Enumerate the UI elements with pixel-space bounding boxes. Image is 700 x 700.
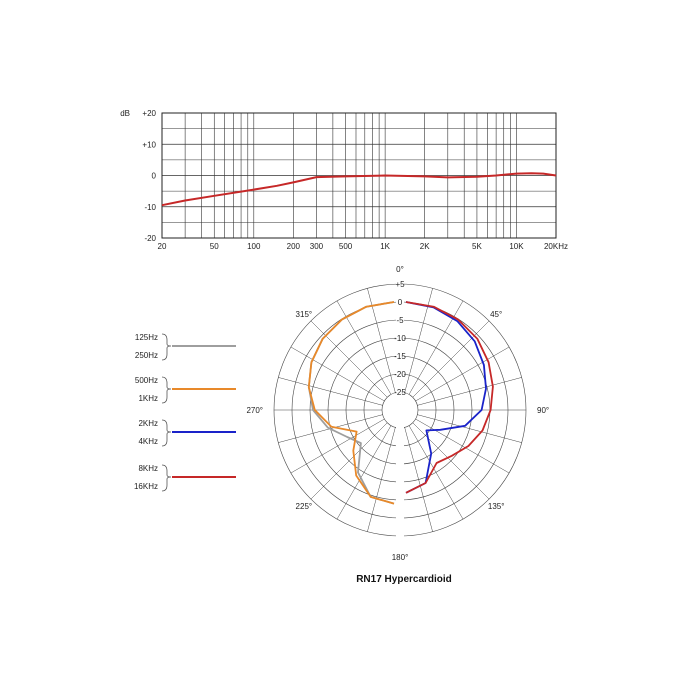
polar-spoke	[417, 414, 522, 443]
legend-brace	[161, 464, 172, 492]
frequency-series-lines	[161, 172, 557, 207]
polar-spoke	[408, 300, 464, 395]
frequency-tick-labels: 20 50 100 200 300 500 1K 2K 5K 10K 20KHz +20 +10 0 -10…	[142, 109, 568, 251]
x-tick-label: 300	[310, 242, 324, 251]
legend: 125Hz 250Hz 500Hz 1KHz 2KHz 4KHz 8KHz 16KHz	[134, 333, 236, 492]
legend-label-low: 2KHz	[138, 419, 158, 428]
x-tick-label: 500	[339, 242, 353, 251]
x-tick-label: 200	[287, 242, 301, 251]
legend-label-high: 1KHz	[138, 394, 158, 403]
polar-center-gap	[396, 282, 404, 538]
legend-brace	[161, 419, 172, 447]
polar-grid	[273, 282, 527, 538]
x-tick-label: 1K	[380, 242, 390, 251]
polar-spoke	[412, 422, 490, 500]
polar-spoke	[310, 422, 388, 500]
legend-item: 125Hz 250Hz	[135, 333, 236, 361]
polar-pattern-chart: 0° 45° 90° 135° 180° 225° 270° 315° +5 0 -5 -10 -15 -…	[246, 265, 549, 562]
legend-item: 8KHz 16KHz	[134, 464, 236, 492]
y-axis-label: dB	[120, 109, 130, 118]
frequency-response-line	[161, 172, 557, 207]
legend-item: 2KHz 4KHz	[138, 419, 236, 447]
polar-series-line	[307, 301, 395, 505]
legend-brace	[161, 333, 172, 361]
polar-spoke	[310, 320, 388, 398]
radial-label: -20	[394, 370, 406, 379]
polar-series-line	[405, 301, 487, 494]
x-tick-label: 10K	[509, 242, 524, 251]
y-tick-label: -20	[144, 234, 156, 243]
x-tick-label: 50	[210, 242, 219, 251]
radial-label: -25	[394, 388, 406, 397]
radial-label: 0	[398, 298, 403, 307]
polar-spoke	[290, 418, 385, 474]
polar-labels: 0° 45° 90° 135° 180° 225° 270° 315° +5 0 -5 -10 -15 -…	[246, 265, 549, 562]
polar-spoke	[415, 418, 510, 474]
legend-label-low: 500Hz	[135, 376, 158, 385]
polar-spoke	[415, 346, 510, 402]
polar-series-line	[307, 301, 395, 505]
radial-label: +5	[395, 280, 405, 289]
polar-spoke	[336, 300, 392, 395]
angle-label: 90°	[537, 406, 549, 415]
angle-label: 315°	[296, 310, 313, 319]
polar-spoke	[367, 427, 396, 532]
polar-spoke	[408, 425, 464, 520]
radial-label: -5	[396, 316, 404, 325]
chart-title: RN17 Hypercardioid	[356, 574, 452, 585]
legend-label-high: 16KHz	[134, 482, 158, 491]
radial-label: -10	[394, 334, 406, 343]
legend-label-low: 8KHz	[138, 464, 158, 473]
angle-label: 0°	[396, 265, 404, 274]
y-tick-label: 0	[152, 172, 157, 181]
polar-series-lines	[307, 301, 494, 505]
x-tick-label: 20	[158, 242, 167, 251]
polar-series-line	[405, 301, 494, 494]
legend-item: 500Hz 1KHz	[135, 376, 236, 404]
angle-label: 180°	[392, 553, 409, 562]
polar-spoke	[404, 427, 433, 532]
x-tick-label: 2K	[420, 242, 430, 251]
polar-spoke	[417, 377, 522, 406]
legend-label-high: 250Hz	[135, 351, 158, 360]
angle-label: 270°	[246, 406, 263, 415]
y-tick-label: +20	[142, 109, 156, 118]
polar-spoke	[290, 346, 385, 402]
polar-spoke	[412, 320, 490, 398]
radial-label: -15	[394, 352, 406, 361]
x-tick-label: 20KHz	[544, 242, 568, 251]
legend-label-low: 125Hz	[135, 333, 158, 342]
legend-brace	[161, 376, 172, 404]
x-tick-label: 5K	[472, 242, 482, 251]
angle-label: 225°	[296, 502, 313, 511]
polar-spoke	[336, 425, 392, 520]
x-tick-label: 100	[247, 242, 261, 251]
polar-spoke	[278, 377, 383, 406]
angle-label: 135°	[488, 502, 505, 511]
angle-label: 45°	[490, 310, 502, 319]
legend-label-high: 4KHz	[138, 437, 158, 446]
y-tick-label: +10	[142, 140, 156, 149]
y-tick-label: -10	[144, 203, 156, 212]
frequency-response-chart: dB 20 50 100 200 300 500 1K 2K 5K 10K 20KHz +20 +10 0…	[120, 109, 568, 251]
